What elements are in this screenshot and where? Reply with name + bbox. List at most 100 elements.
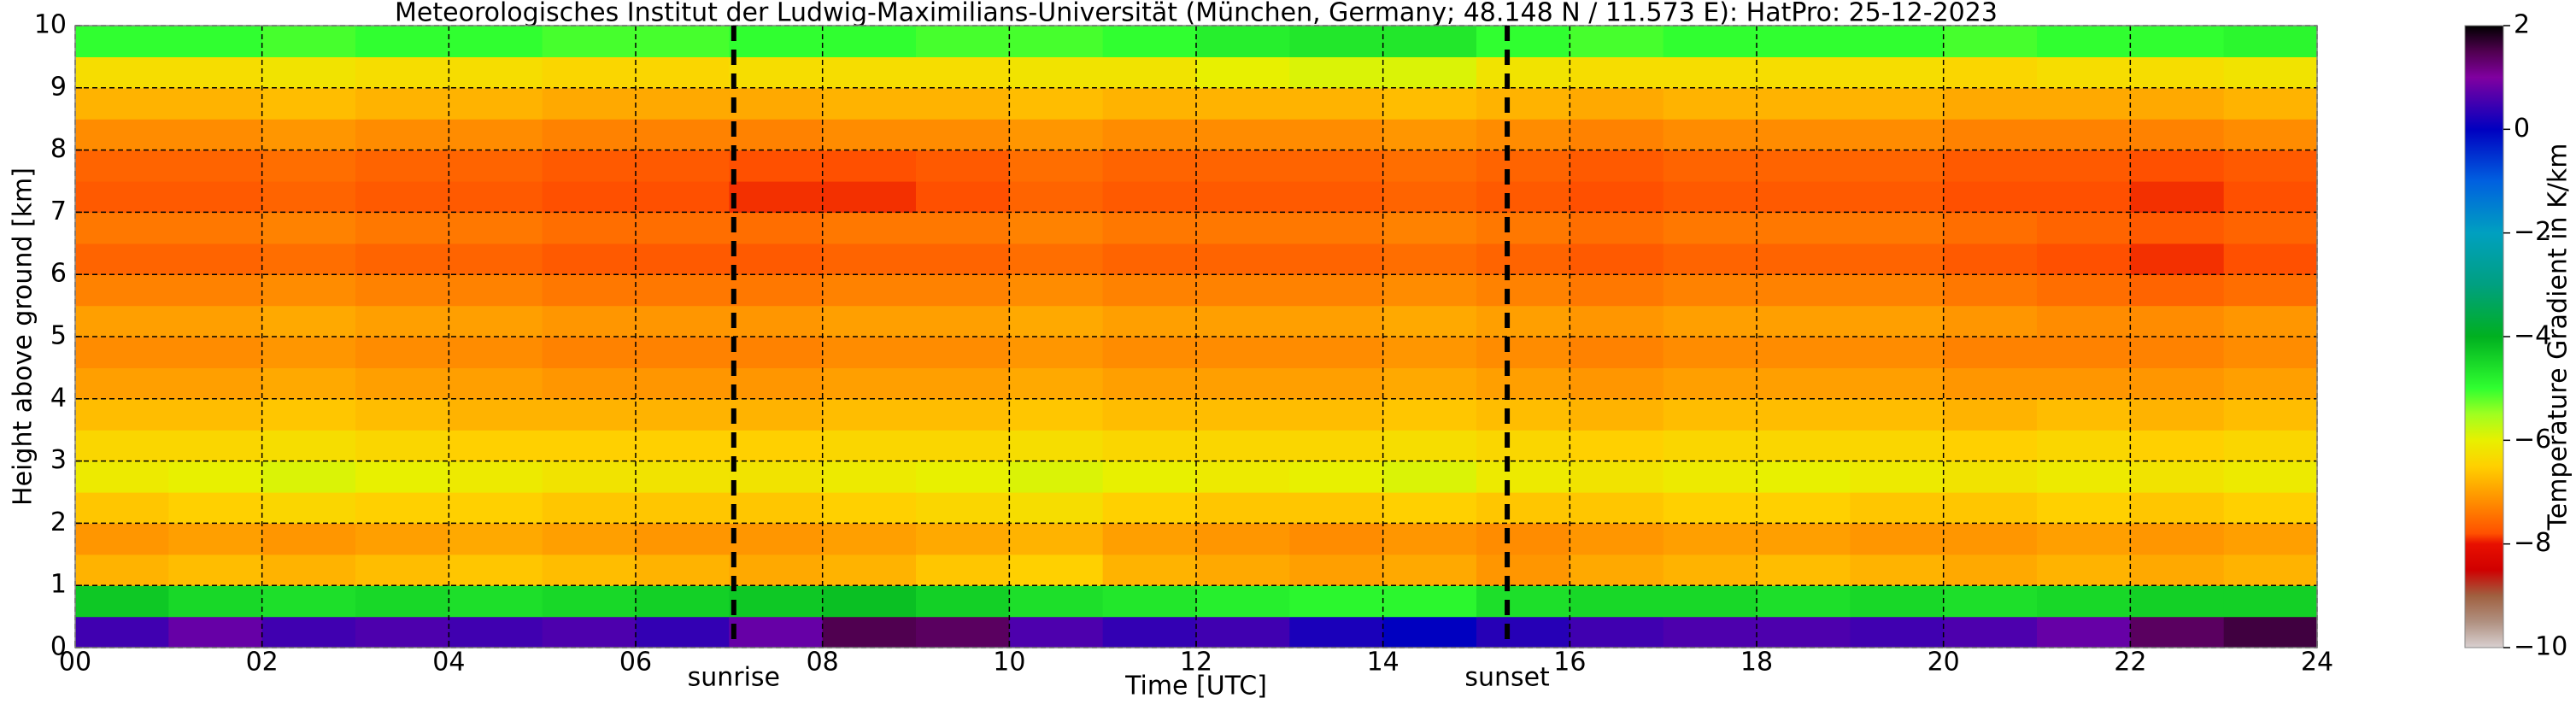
heat-cell (2130, 554, 2225, 586)
colorbar-tick-label: 0 (2514, 114, 2530, 144)
heat-cell (261, 274, 356, 307)
heat-cell (916, 305, 1010, 337)
heat-cell (2037, 616, 2131, 648)
heat-cell (1943, 243, 2038, 275)
heat-cell (636, 367, 730, 400)
heat-cell (2223, 398, 2318, 431)
heat-cell (1757, 492, 1851, 524)
heat-cell (75, 367, 169, 400)
heat-cell (2037, 430, 2131, 462)
heat-cell (2223, 212, 2318, 244)
heat-cell (1570, 305, 1664, 337)
heat-cell (1476, 554, 1570, 586)
heat-cell (1382, 616, 1477, 648)
heat-cell (636, 461, 730, 493)
heat-cell (168, 181, 263, 213)
colorbar-label: Temperature Gradient in K/km (2544, 144, 2573, 531)
heat-cell (2223, 243, 2318, 275)
heat-cell (2037, 337, 2131, 368)
heat-cell (1289, 554, 1384, 586)
heat-cell (1102, 181, 1197, 213)
heat-cell (355, 585, 449, 618)
heat-cell (2130, 274, 2225, 307)
heat-cell (916, 26, 1010, 57)
heat-cell (2223, 56, 2318, 89)
heat-cell (1476, 523, 1570, 555)
heat-cell (1196, 212, 1290, 244)
heat-cell (2130, 398, 2225, 431)
heat-cell (1476, 492, 1570, 524)
heat-cell (1196, 492, 1290, 524)
heat-cell (1663, 616, 1757, 648)
x-tick-label: 16 (1553, 648, 1586, 678)
heat-cell (168, 212, 263, 244)
x-axis-label: Time [UTC] (1124, 672, 1267, 701)
heat-cell (449, 274, 543, 307)
heat-cell (1009, 26, 1104, 57)
heat-cell (822, 337, 917, 368)
heat-cell (1476, 430, 1570, 462)
heat-cell (1663, 585, 1757, 618)
heat-cell (355, 212, 449, 244)
y-tick-label: 0 (50, 632, 67, 662)
heat-cell (1289, 398, 1384, 431)
heat-cell (1757, 337, 1851, 368)
heat-cell (636, 554, 730, 586)
heat-cell (1570, 119, 1664, 151)
x-tick-label: 20 (1928, 648, 1960, 678)
heat-cell (1196, 367, 1290, 400)
heat-cell (729, 150, 824, 182)
heat-cell (1196, 243, 1290, 275)
heat-cell (542, 554, 637, 586)
heat-cell (168, 398, 263, 431)
heat-cell (542, 616, 637, 648)
heat-cell (355, 26, 449, 57)
heat-cell (1757, 585, 1851, 618)
heat-cell (1009, 554, 1104, 586)
heat-cell (449, 87, 543, 120)
heat-cell (1382, 26, 1477, 57)
heat-cell (168, 87, 263, 120)
heat-cell (1289, 461, 1384, 493)
heat-cell (1943, 305, 2038, 337)
heat-cell (168, 367, 263, 400)
colorbar-tick-label: 2 (2514, 10, 2530, 40)
heat-cell (1850, 585, 1945, 618)
heat-cell (2223, 87, 2318, 120)
heat-cell (1009, 616, 1104, 648)
colorbar (2464, 25, 2504, 648)
heat-cell (1850, 523, 1945, 555)
heat-cell (2130, 585, 2225, 618)
heat-cell (1943, 150, 2038, 182)
heat-cell (1196, 398, 1290, 431)
heat-cell (75, 26, 169, 57)
heat-cell (916, 461, 1010, 493)
heat-cell (822, 181, 917, 213)
heat-cell (2223, 150, 2318, 182)
heat-cell (1102, 616, 1197, 648)
heat-cell (1663, 523, 1757, 555)
heat-cell (75, 305, 169, 337)
heat-cell (1757, 430, 1851, 462)
heat-cell (2223, 305, 2318, 337)
heat-cell (822, 305, 917, 337)
heat-cell (636, 87, 730, 120)
y-axis-label: Height above ground [km] (9, 167, 38, 506)
heat-cell (1102, 274, 1197, 307)
heat-cell (1382, 181, 1477, 213)
heat-cell (1382, 461, 1477, 493)
heat-cell (729, 337, 824, 368)
heat-cell (1102, 87, 1197, 120)
heat-cell (1289, 87, 1384, 120)
heat-cell (1570, 181, 1664, 213)
heat-cell (2223, 26, 2318, 57)
heat-cell (1663, 274, 1757, 307)
heat-cell (1196, 26, 1290, 57)
heat-cell (1476, 274, 1570, 307)
heat-cell (1382, 398, 1477, 431)
heat-cell (636, 150, 730, 182)
heat-cell (1943, 430, 2038, 462)
heat-cell (168, 523, 263, 555)
heat-cell (1943, 554, 2038, 586)
heat-cell (1009, 367, 1104, 400)
